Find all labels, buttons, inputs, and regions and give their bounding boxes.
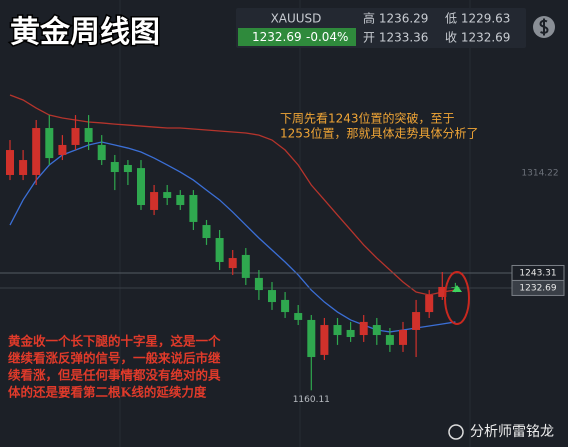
close: 收 1232.69: [445, 31, 510, 45]
candle-body: [254, 277, 263, 291]
candle-body: [84, 128, 93, 142]
candle-body: [281, 299, 290, 313]
candle-body: [399, 329, 407, 345]
candle-body: [228, 258, 237, 269]
change: -0.04%: [306, 30, 348, 44]
candle-body: [202, 225, 211, 239]
candle-body: [19, 160, 28, 175]
weibo-icon: [448, 424, 464, 440]
band-line: [9, 141, 456, 333]
candle-body: [71, 128, 80, 145]
change-box: [238, 28, 356, 46]
note: 继续看涨反弹的信号，一般来说后市继: [8, 351, 221, 366]
candle-body: [45, 128, 54, 159]
low: 低 1229.63: [445, 12, 510, 26]
low-label: 1160.11: [293, 395, 330, 405]
candle-body: [150, 192, 159, 210]
quote-panel: XAUUSD 1232.69 -0.04% 高 1236.29 低 1229.6…: [236, 8, 555, 48]
candle-body: [320, 325, 329, 355]
candle-body: [346, 329, 355, 338]
note: 体的还是要看第二根K线的延续力度: [8, 385, 207, 400]
candle-body: [6, 150, 14, 175]
candle-body: [294, 313, 303, 320]
candle-body: [189, 195, 198, 222]
highlight-circle: [444, 271, 470, 325]
candle-body: [176, 195, 185, 206]
note: 黄金收一个长下腿的十字星，这是一个: [8, 334, 221, 349]
chart-title: 黄金周线图: [10, 15, 160, 50]
arrow: [452, 285, 462, 292]
last-price: 1232.69: [252, 30, 302, 44]
annotation: 下周先看1243位置的突破，至于: [280, 111, 455, 126]
note: 续看涨，但是任何事情都没有绝对的具: [8, 368, 221, 383]
candle-body: [438, 286, 447, 297]
price-label: 1243.31: [519, 268, 556, 278]
price-label: 1314.22: [521, 168, 558, 178]
candle-body: [215, 238, 224, 262]
candle-body: [385, 335, 394, 345]
candle-body: [359, 321, 368, 336]
band-line: [9, 94, 456, 296]
open: 开 1233.36: [363, 31, 428, 45]
price-label: 1232.69: [519, 283, 556, 293]
candle-body: [412, 312, 421, 330]
price-box: [511, 279, 565, 296]
plot: [0, 94, 512, 391]
candle-body: [58, 144, 67, 155]
candle-body: [268, 290, 276, 303]
symbol: XAUUSD: [271, 12, 322, 26]
candle-body: [163, 192, 172, 198]
annotation: 1253位置，那就具体走势具体分析了: [280, 126, 479, 141]
candle-body: [425, 294, 434, 313]
high: 高 1236.29: [363, 11, 428, 26]
candle-body: [137, 168, 145, 206]
candle-body: [97, 144, 106, 161]
currency-glyph: [539, 18, 549, 36]
candle-body: [333, 325, 342, 336]
candle-body: [110, 162, 119, 173]
candle-body: [123, 164, 132, 173]
candle-body: [241, 254, 250, 278]
watermark-text: 分析师雷铭龙: [470, 424, 554, 440]
candle-body: [32, 128, 41, 175]
candle-body: [372, 325, 381, 336]
candle-body: [307, 319, 316, 358]
watermark: 分析师雷铭龙: [448, 424, 554, 440]
